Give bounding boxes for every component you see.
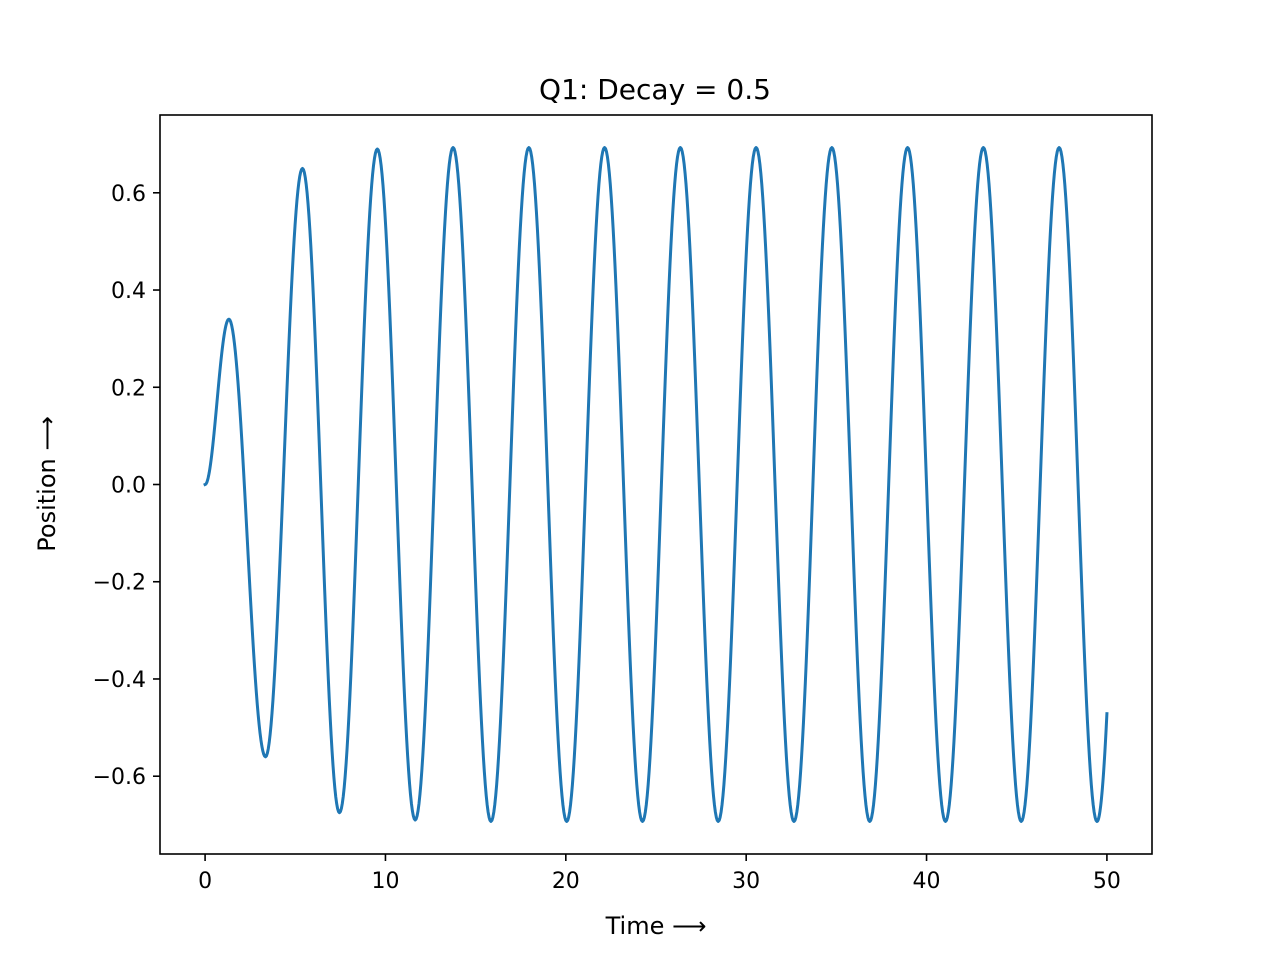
x-axis: 0 10 20 30 40 50 (198, 854, 1121, 894)
x-tick-label: 50 (1093, 869, 1121, 894)
x-tick-label: 20 (552, 869, 580, 894)
x-tick-label: 30 (732, 869, 760, 894)
y-tick-label: 0.0 (111, 474, 146, 499)
y-tick-label: 0.2 (111, 376, 146, 401)
y-tick-label: 0.6 (111, 182, 146, 207)
x-tick-label: 10 (371, 869, 399, 894)
y-axis-label: Position ⟶ (33, 416, 61, 551)
y-tick-label: −0.4 (93, 668, 146, 693)
plot-area (159, 114, 1153, 855)
x-tick-label: 0 (198, 869, 212, 894)
chart-title: Q1: Decay = 0.5 (539, 73, 771, 106)
x-tick-label: 40 (913, 869, 941, 894)
y-axis: −0.6 −0.4 −0.2 0.0 0.2 0.4 0.6 (93, 182, 160, 790)
y-tick-label: −0.2 (93, 571, 146, 596)
y-tick-label: 0.4 (111, 279, 146, 304)
x-axis-label: Time ⟶ (605, 912, 707, 940)
y-tick-label: −0.6 (93, 765, 146, 790)
series-line (203, 146, 1109, 823)
